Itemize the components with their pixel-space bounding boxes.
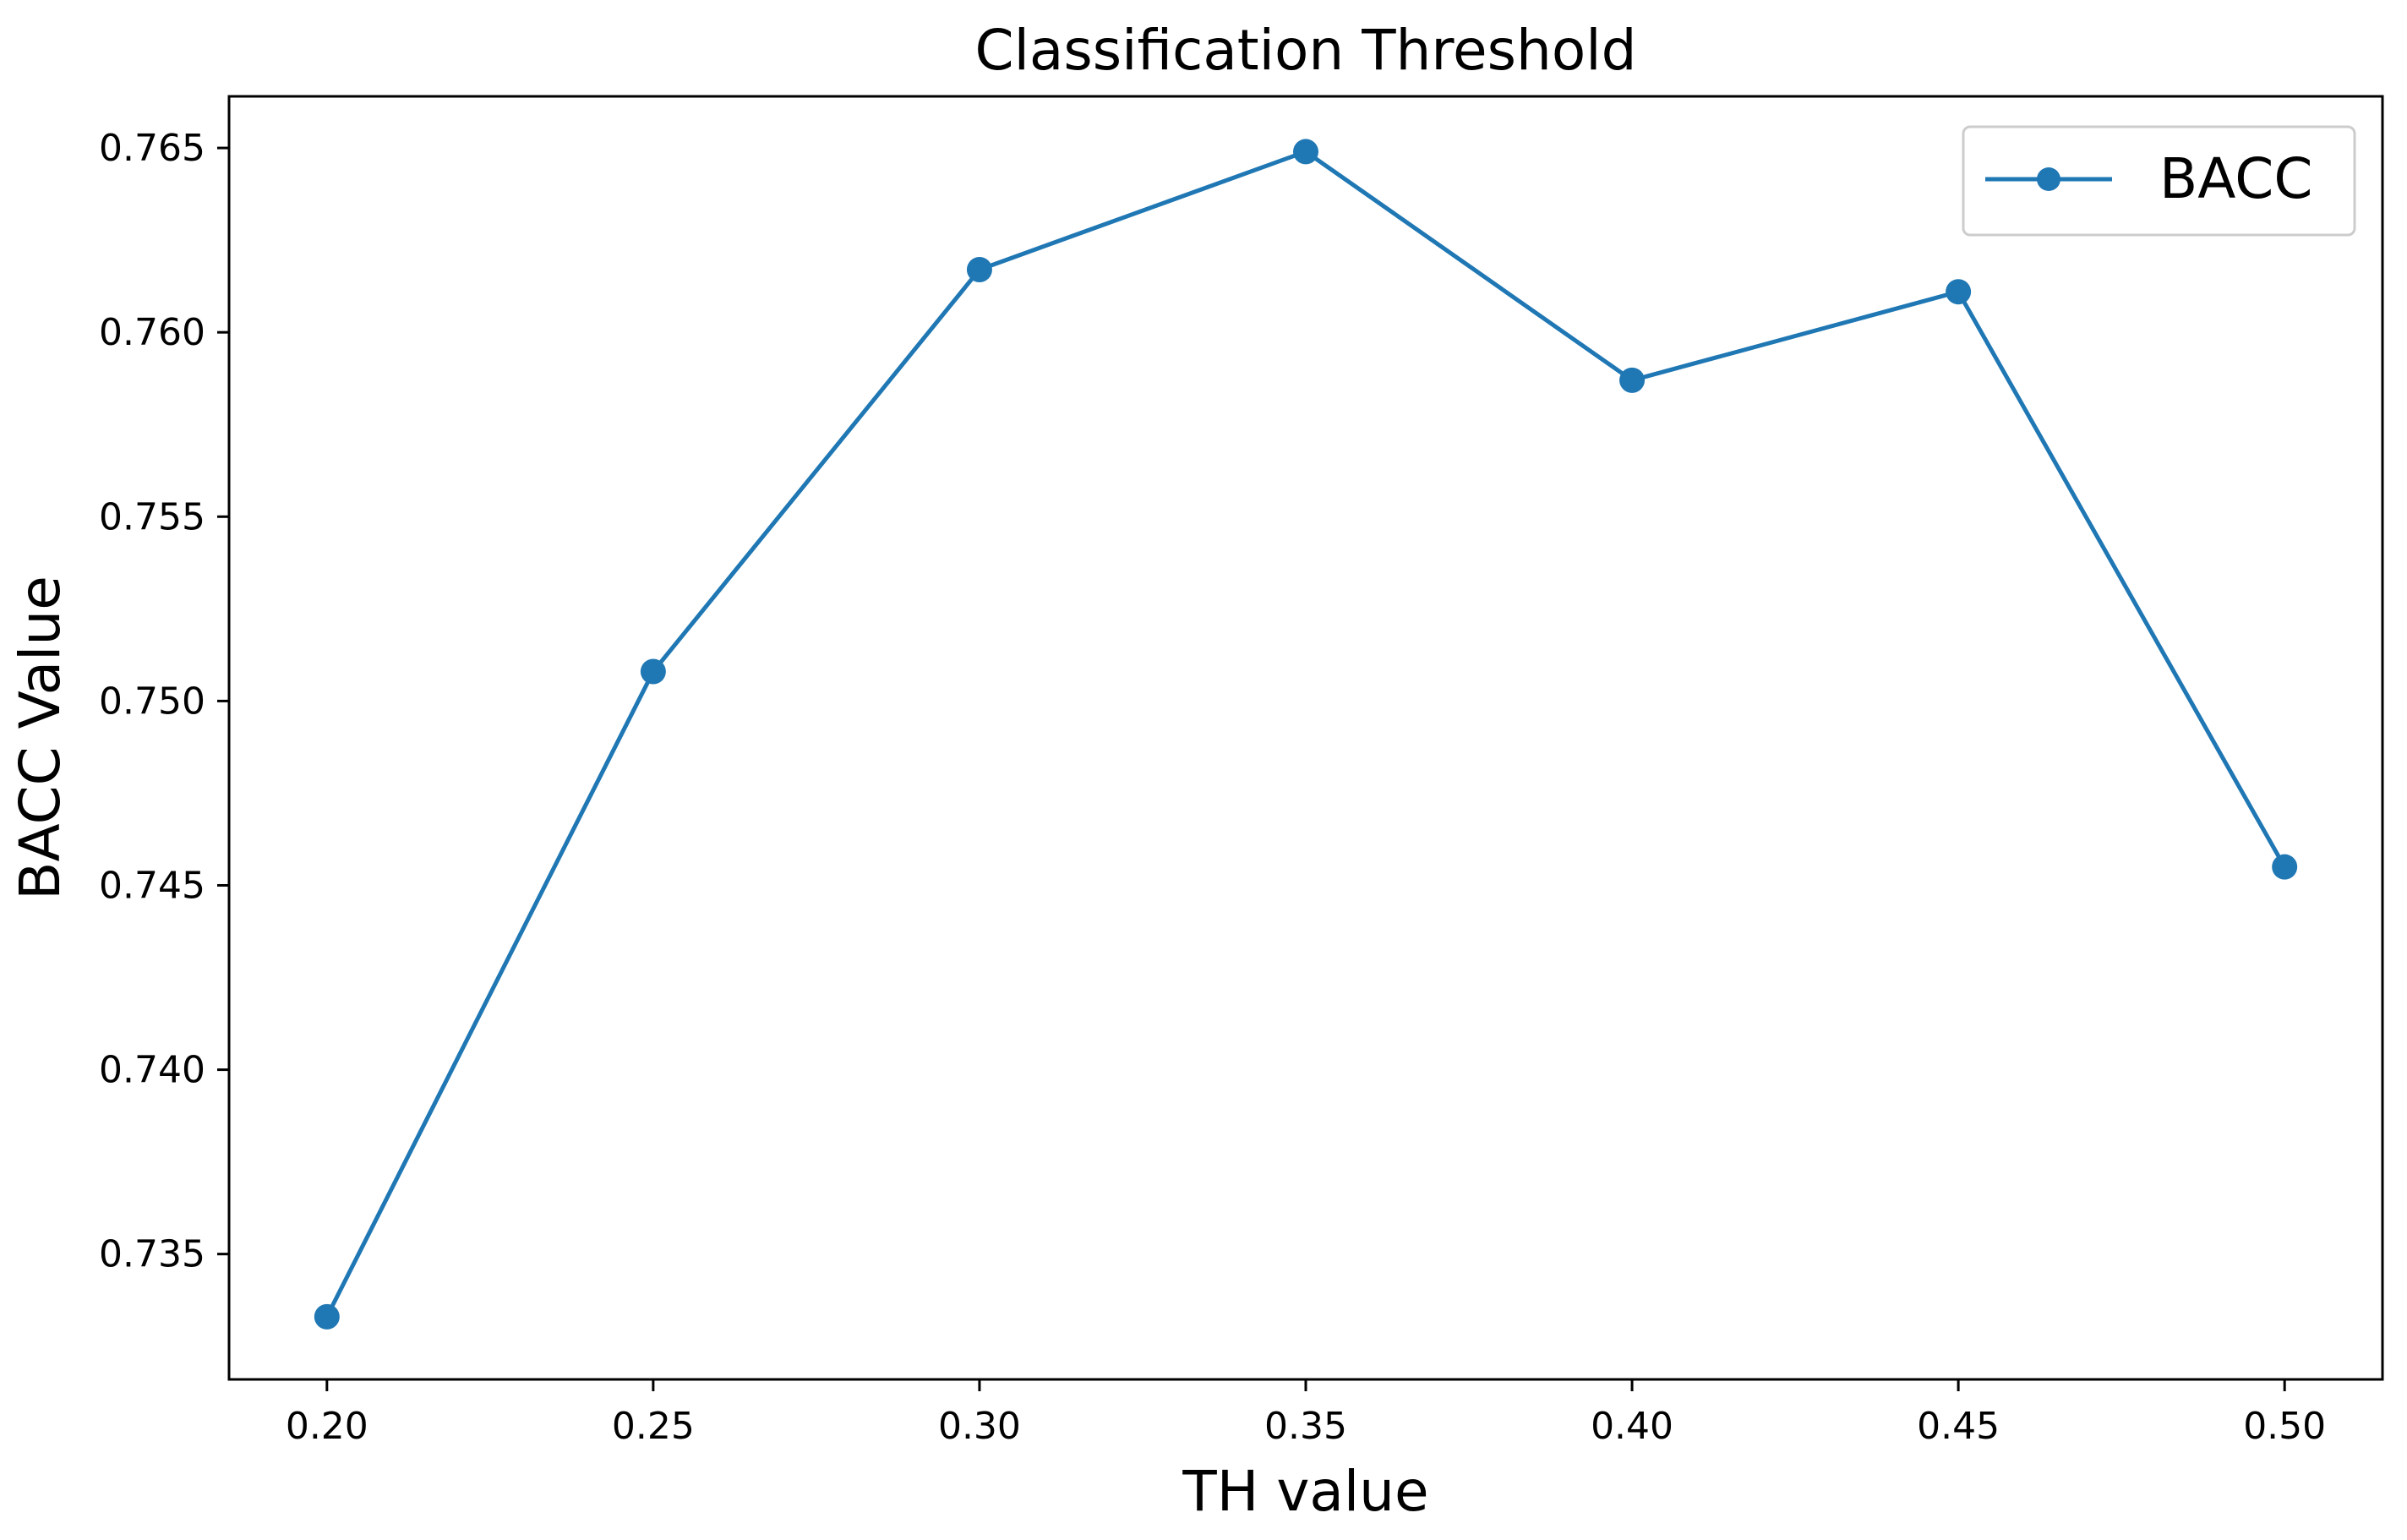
y-axis-label: BACC Value xyxy=(8,576,73,900)
series-line-bacc xyxy=(325,149,2287,1319)
data-point xyxy=(314,1303,340,1330)
data-point xyxy=(2272,854,2298,880)
x-tick-label: 0.35 xyxy=(1264,1405,1347,1448)
x-tick-label: 0.20 xyxy=(286,1405,368,1448)
series-points-bacc xyxy=(314,139,2298,1330)
y-tick-label: 0.760 xyxy=(99,311,205,354)
y-tick-label: 0.745 xyxy=(99,864,205,907)
chart-title: Classification Threshold xyxy=(975,18,1637,83)
y-axis-ticks: 0.735 0.740 0.745 0.750 0.755 0.760 0.765 xyxy=(99,127,229,1276)
y-tick-label: 0.735 xyxy=(99,1233,205,1276)
y-tick-label: 0.750 xyxy=(99,680,205,723)
x-tick-label: 0.25 xyxy=(612,1405,695,1448)
x-tick-label: 0.30 xyxy=(938,1405,1021,1448)
data-point xyxy=(966,257,992,283)
y-tick-label: 0.740 xyxy=(99,1049,205,1092)
x-tick-label: 0.50 xyxy=(2243,1405,2326,1448)
legend-marker-bacc xyxy=(2037,167,2060,191)
x-axis-label: TH value xyxy=(1182,1459,1428,1524)
plot-frame xyxy=(227,95,2384,1381)
data-point xyxy=(1619,367,1646,393)
legend: BACC xyxy=(1962,125,2356,237)
legend-box xyxy=(1962,125,2356,237)
legend-label-bacc: BACC xyxy=(2159,146,2312,211)
x-tick-label: 0.40 xyxy=(1591,1405,1673,1448)
x-tick-label: 0.45 xyxy=(1917,1405,2000,1448)
data-point xyxy=(640,658,666,685)
y-tick-label: 0.755 xyxy=(99,495,205,538)
x-axis-ticks: 0.20 0.25 0.30 0.35 0.40 0.45 0.50 xyxy=(286,1379,2326,1448)
y-tick-label: 0.765 xyxy=(99,127,205,170)
data-point xyxy=(1946,279,1972,305)
data-point xyxy=(1293,139,1318,165)
